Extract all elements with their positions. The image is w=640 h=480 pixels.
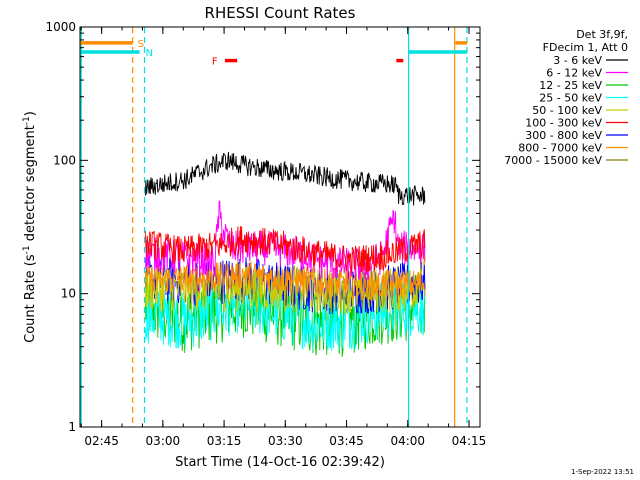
- x-tick-label: 02:45: [84, 434, 119, 448]
- y-axis-label-sup2: -1: [22, 116, 32, 125]
- x-tick-label: 03:15: [207, 434, 242, 448]
- plot-frame: [79, 26, 481, 428]
- legend-header-line-1: Det 3f,9f,: [576, 28, 628, 41]
- x-axis-label: Start Time (14-Oct-16 02:39:42): [175, 455, 385, 470]
- x-axis: 02:45 03:00 03:15 03:30 03:45 04:00 04:15: [80, 27, 487, 448]
- y-axis-label-main: Count Rate (s: [23, 254, 38, 343]
- trace-25-50-kev: [144, 275, 426, 352]
- state-label-f: F: [212, 57, 218, 68]
- legend-label: 800 - 7000 keV: [518, 142, 602, 155]
- y-tick-label: 1000: [45, 20, 76, 34]
- data-traces: [144, 151, 426, 357]
- x-tick-label: 04:00: [390, 434, 425, 448]
- legend-label: 300 - 800 keV: [525, 129, 602, 142]
- y-tick-label: 1: [68, 420, 76, 434]
- trace-800-7000-kev: [144, 260, 426, 301]
- trace-6-12-kev: [144, 200, 426, 282]
- legend-label: 12 - 25 keV: [539, 79, 602, 92]
- footer-date: 1-Sep-2022 13:51: [571, 468, 634, 476]
- state-label-n: N: [146, 48, 153, 59]
- y-axis-label: Count Rate (s-1 detector segment-1): [22, 111, 38, 343]
- trace-3-6-kev: [144, 151, 426, 206]
- vertical-markers: [80, 27, 468, 427]
- x-tick-label: 03:00: [146, 434, 181, 448]
- y-axis-label-end: ): [23, 111, 38, 116]
- x-tick-label: 03:45: [329, 434, 364, 448]
- legend-label: 7000 - 15000 keV: [504, 154, 602, 167]
- x-tick-label: 04:15: [452, 434, 487, 448]
- y-axis-label-sup1: -1: [22, 245, 32, 254]
- state-label-s: S: [138, 39, 144, 50]
- x-tick-label: 03:30: [268, 434, 303, 448]
- chart-title: RHESSI Count Rates: [205, 4, 356, 22]
- y-tick-label: 10: [61, 287, 76, 301]
- trace-100-300-kev: [144, 226, 426, 274]
- legend-header-line-2: FDecim 1, Att 0: [543, 41, 628, 54]
- legend-label: 100 - 300 keV: [525, 117, 602, 130]
- legend-label: 6 - 12 keV: [546, 67, 602, 80]
- y-axis: 1 10 100 1000: [45, 20, 480, 434]
- legend-label: 25 - 50 keV: [539, 92, 602, 105]
- y-tick-label: 100: [53, 153, 76, 167]
- legend-label: 3 - 6 keV: [553, 54, 602, 67]
- state-bars: SN F: [80, 39, 467, 68]
- legend-label: 50 - 100 keV: [532, 104, 602, 117]
- y-axis-label-mid: detector segment: [23, 125, 38, 245]
